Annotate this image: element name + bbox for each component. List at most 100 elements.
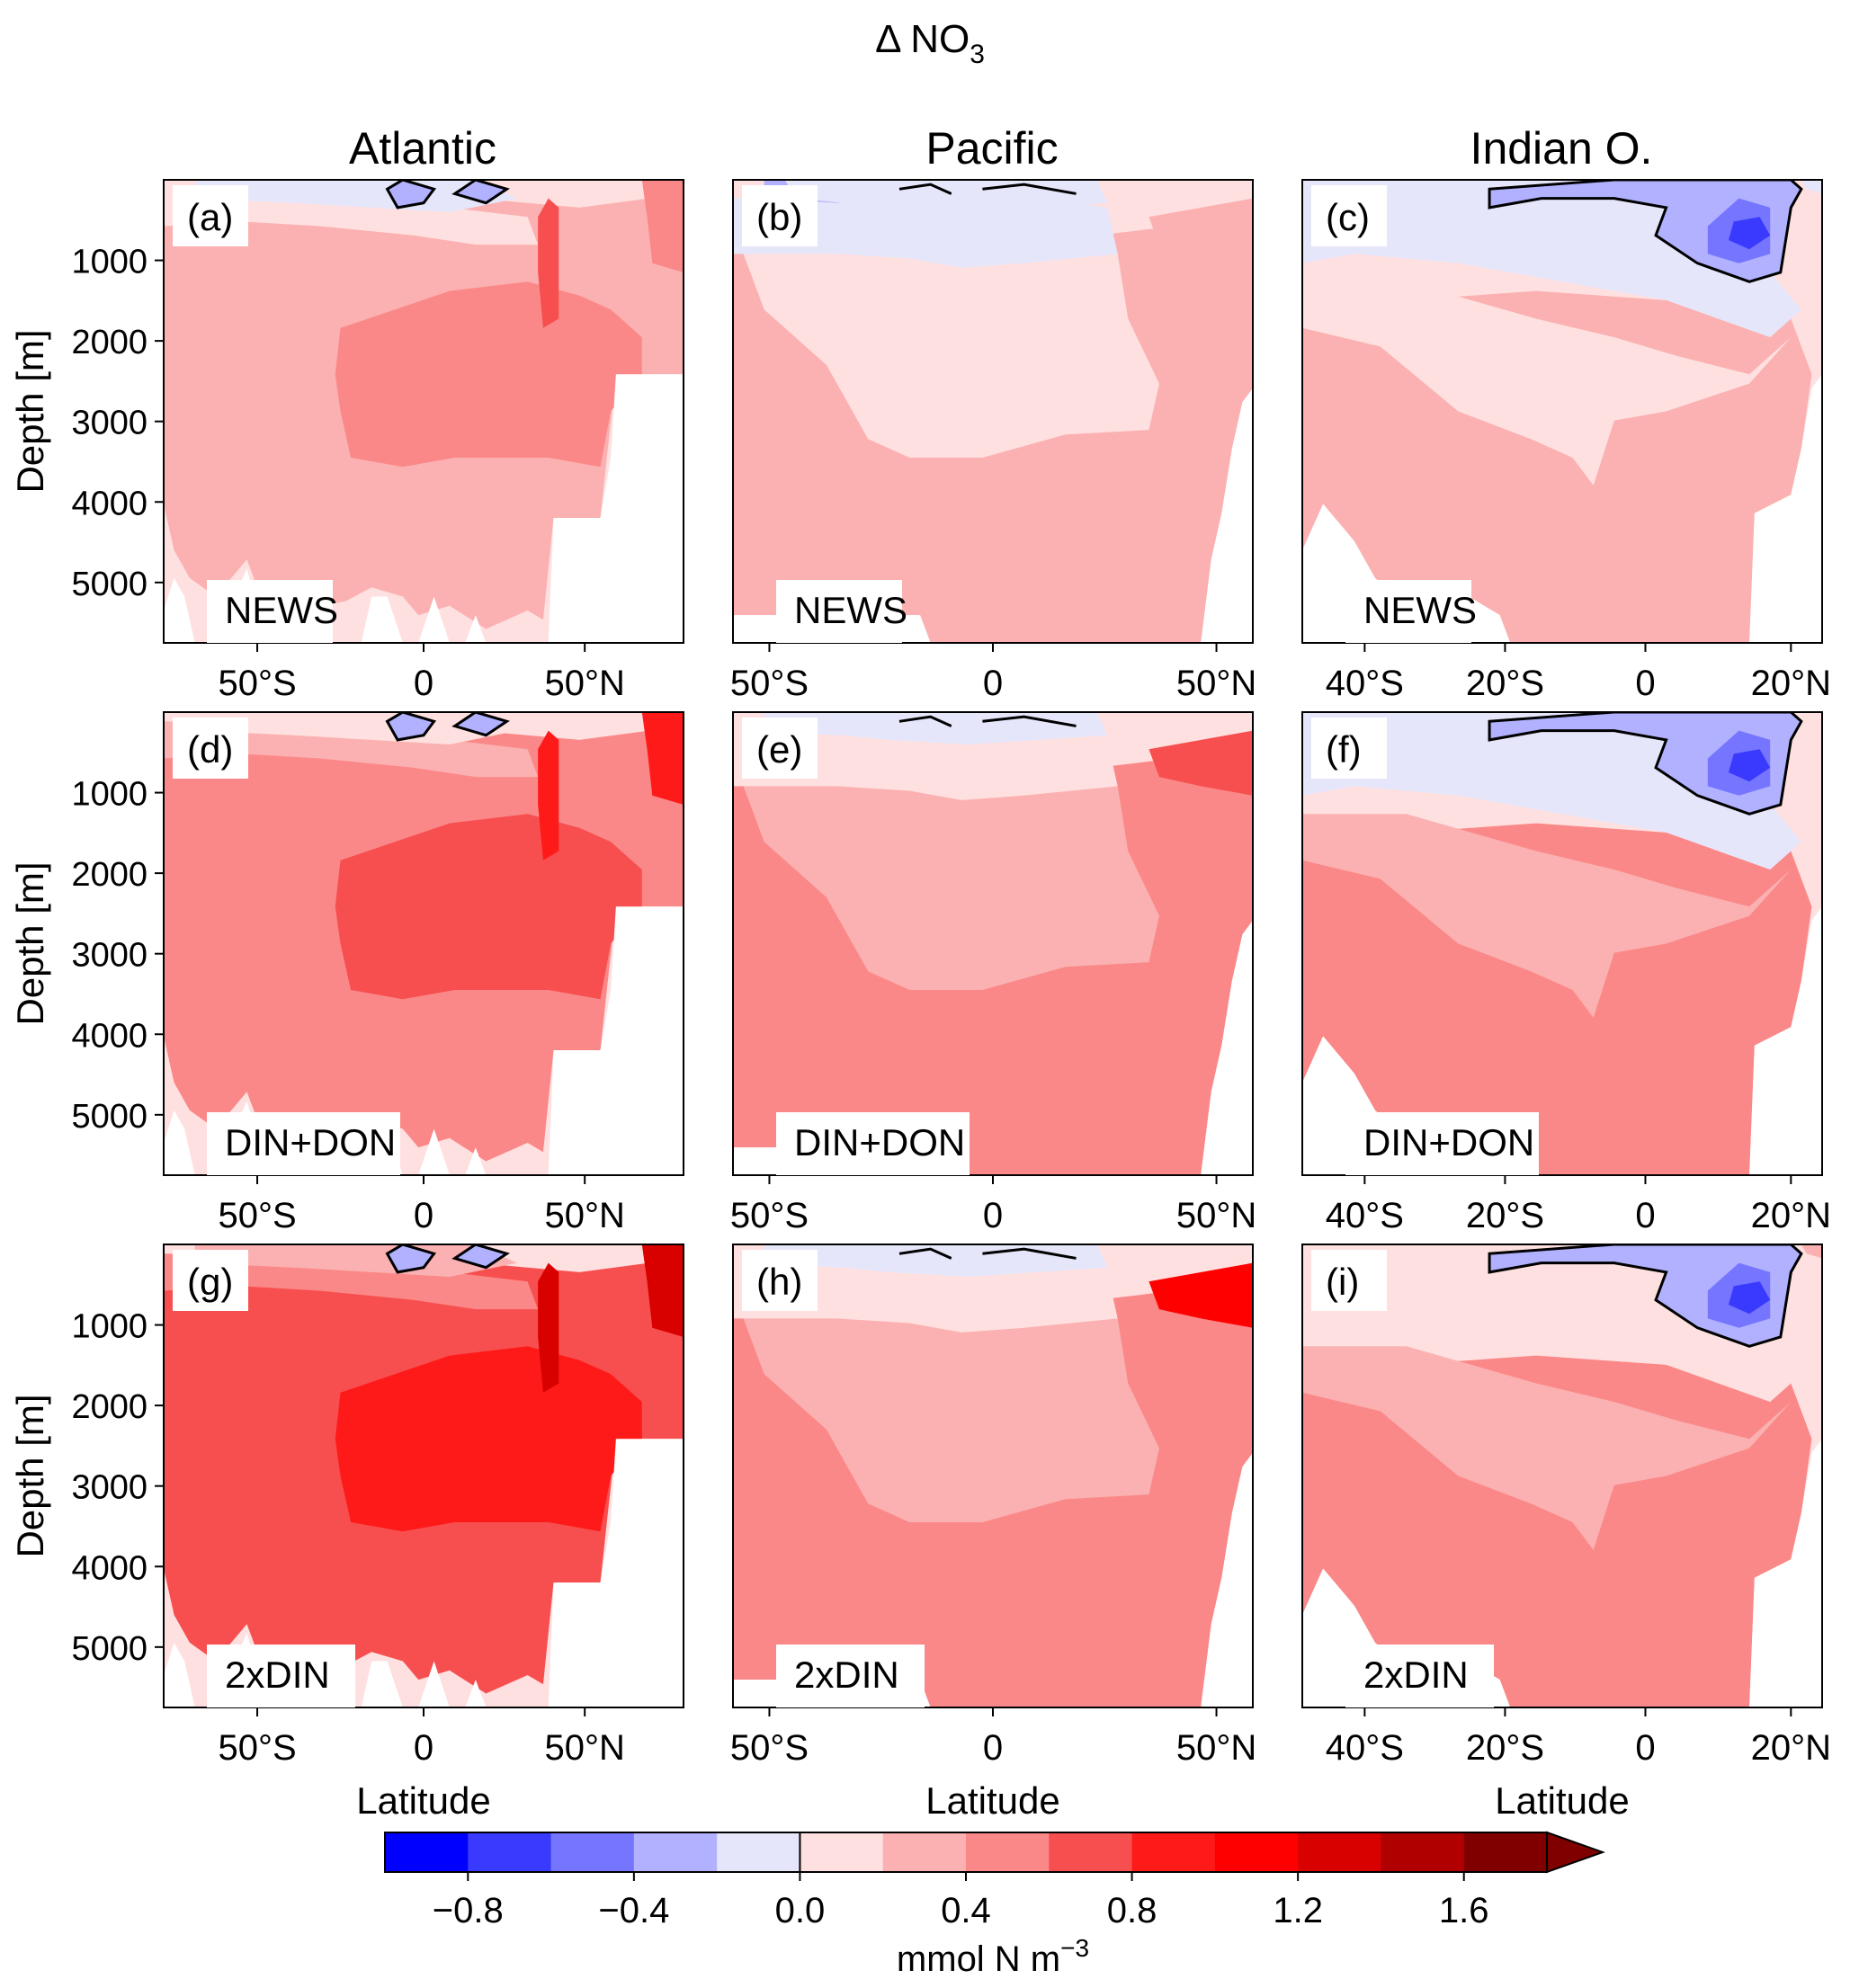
zero-contour [898,1247,952,1260]
panel-frame [1301,711,1823,1176]
contour-band [194,180,518,213]
panel-letter: (e) [756,728,802,771]
contour-band [641,712,684,805]
panel-letter-box [742,185,818,246]
panel-letter-box [173,185,248,246]
y-tick-label: 2000 [71,856,147,894]
x-tick-label: 20°N [1751,1196,1831,1235]
contour-field [1302,1244,1822,1707]
colorbar-tick-label: −0.8 [433,1891,504,1930]
contour-band [1302,1346,1792,1550]
contour-field [1302,180,1822,643]
x-tick-label: 50°S [730,1196,809,1235]
experiment-label: NEWS [1363,589,1477,631]
x-tick-label: 0 [983,664,1003,703]
panel-letter-box [1311,1250,1387,1311]
y-axis-label: Depth [m] [9,329,51,493]
experiment-label-box [776,1645,925,1707]
contour-field [733,180,1253,643]
contour-band [335,814,642,1000]
contour-band [538,1262,559,1393]
x-axis-label: Latitude [1495,1779,1629,1822]
contour-band [164,189,539,245]
x-tick-label: 50°N [544,1196,624,1235]
colorbar-segment [550,1832,635,1872]
contour-band [733,189,1118,268]
contour-band [335,1346,642,1532]
contour-field [733,1244,1253,1707]
x-tick-label: 20°S [1466,664,1544,703]
land-mask [418,596,450,643]
contour-band [641,180,684,272]
contour-band [1302,281,1792,486]
x-tick-label: 50°S [218,664,296,703]
x-axis-label: Latitude [356,1779,490,1822]
column-title-pacific: Pacific [925,123,1058,174]
panel-letter: (f) [1326,728,1362,771]
zero-contour [1488,1244,1803,1348]
x-tick-label: 0 [1635,664,1655,703]
experiment-label: 2xDIN [1363,1654,1469,1696]
near-zero-region [784,180,1108,213]
experiment-label-box [776,1112,970,1175]
x-tick-label: 20°N [1751,1728,1831,1768]
near-zero-region [784,712,1108,745]
colorbar-segment [633,1832,718,1872]
contour-band [194,712,518,745]
y-tick-label: 3000 [71,405,147,442]
contour-band [1148,198,1253,263]
zero-contour [898,183,952,195]
experiment-label: DIN+DON [794,1121,965,1163]
y-axis-label: Depth [m] [9,1394,51,1557]
land-mask [465,615,487,643]
colorbar-segment [800,1832,884,1872]
colorbar-segment [468,1832,552,1872]
land-mask [1201,388,1253,643]
contour-band [164,721,539,778]
experiment-label-box [207,1112,400,1175]
x-tick-label: 20°N [1751,664,1831,703]
colorbar-tick-label: 0.8 [1107,1891,1157,1930]
colorbar-tick-label: 0.0 [775,1891,826,1930]
experiment-label-box [776,580,902,643]
contour-band [1148,1262,1253,1328]
figure-title: Δ NO3 [875,17,985,69]
land-mask [1749,906,1822,1175]
x-tick-label: 20°S [1466,1728,1544,1768]
land-mask [418,1128,450,1175]
panel-i: (i) 2xDIN 40°S 20°S 0 20°N Latitude [1301,1244,1831,1822]
x-tick-label: 50°S [730,1728,809,1768]
land-mask [465,1680,487,1707]
contour-field [164,180,684,643]
experiment-label: NEWS [225,589,338,631]
x-tick-label: 0 [414,1196,433,1235]
panel-d: (d) DIN+DON 1000 2000 3000 4000 5000 Depth [m] 5… [9,711,684,1235]
contour-band [1148,730,1253,796]
x-tick-label: 50°N [1176,664,1256,703]
x-tick-label: 0 [983,1728,1003,1768]
experiment-label-box [207,580,333,643]
y-tick-label: 5000 [71,1630,147,1668]
x-tick-label: 40°S [1326,1728,1404,1768]
land-mask [1749,1439,1822,1707]
negative-core-deep [1728,1281,1771,1315]
zero-contour [1488,712,1803,816]
contour-field [164,1244,684,1707]
x-tick-label: 50°N [544,1728,624,1768]
land-mask [361,1661,403,1707]
colorbar-segment [1298,1832,1381,1872]
panel-letter: (b) [756,196,802,238]
y-tick-label: 2000 [71,1388,147,1426]
panel-letter: (d) [187,728,233,771]
panels: (a) NEWS 1000 2000 3000 4000 5000 Depth [m] 50°S… [9,179,1831,1822]
zero-contour [451,712,510,737]
contour-band [538,730,559,860]
land-mask [465,1147,487,1175]
panel-letter-box [742,1250,818,1311]
land-mask [164,1642,195,1707]
panel-letter: (h) [756,1261,802,1303]
x-tick-label: 0 [983,1196,1003,1235]
y-tick-label: 1000 [71,1308,147,1346]
column-title-atlantic: Atlantic [349,123,496,174]
